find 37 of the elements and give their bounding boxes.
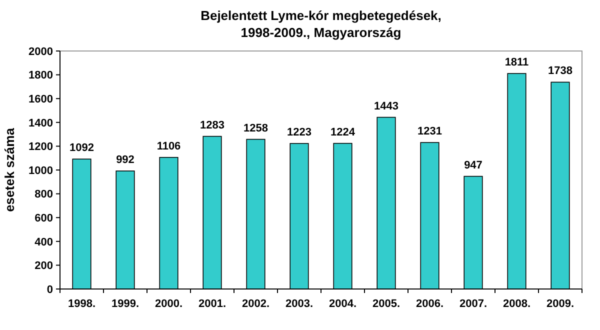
data-label: 1258 <box>244 122 268 134</box>
data-label: 1738 <box>548 65 572 78</box>
data-label: 1231 <box>418 126 442 138</box>
x-tick-label: 2000. <box>154 298 183 310</box>
y-tick-label: 1000 <box>28 164 53 177</box>
y-tick-label: 0 <box>46 284 53 296</box>
x-tick-label: 2005. <box>372 298 400 310</box>
data-label: 1223 <box>287 126 312 138</box>
x-tick-label: 2001. <box>198 298 226 310</box>
data-label: 1283 <box>200 119 224 132</box>
y-tick-label: 200 <box>34 260 53 272</box>
y-axis-title: esetek száma <box>2 127 17 212</box>
chart-title: Bejelentett Lyme-kór megbetegedések, 1998-2009., Magyarország <box>200 8 442 40</box>
y-tick-label: 600 <box>34 212 53 224</box>
data-label: 1443 <box>374 100 398 112</box>
x-tick-label: 2009. <box>546 298 574 310</box>
y-tick-label: 400 <box>34 236 53 248</box>
x-tick-label: 1998. <box>68 298 96 310</box>
y-tick-label: 800 <box>34 188 53 201</box>
y-tick-label: 1600 <box>28 93 53 106</box>
x-tick-label: 2008. <box>502 298 531 310</box>
data-label: 1106 <box>156 140 181 152</box>
x-tick-label: 2004. <box>328 298 357 310</box>
x-tick-label: 1999. <box>111 298 140 310</box>
x-tick-label: 2006. <box>416 298 444 310</box>
data-label: 1811 <box>504 56 529 68</box>
y-tick-label: 1400 <box>28 117 53 130</box>
y-tick-label: 2000 <box>28 46 53 58</box>
x-tick-label: 2002. <box>242 298 270 310</box>
y-tick-label: 1800 <box>28 70 53 82</box>
x-tick-label: 2003. <box>285 298 314 310</box>
x-tick-label: 2007. <box>459 298 488 310</box>
data-label: 947 <box>464 159 482 172</box>
data-label: 1224 <box>330 126 356 138</box>
data-label: 1092 <box>70 142 94 154</box>
y-tick-label: 1200 <box>28 141 53 154</box>
data-label: 992 <box>116 154 134 166</box>
